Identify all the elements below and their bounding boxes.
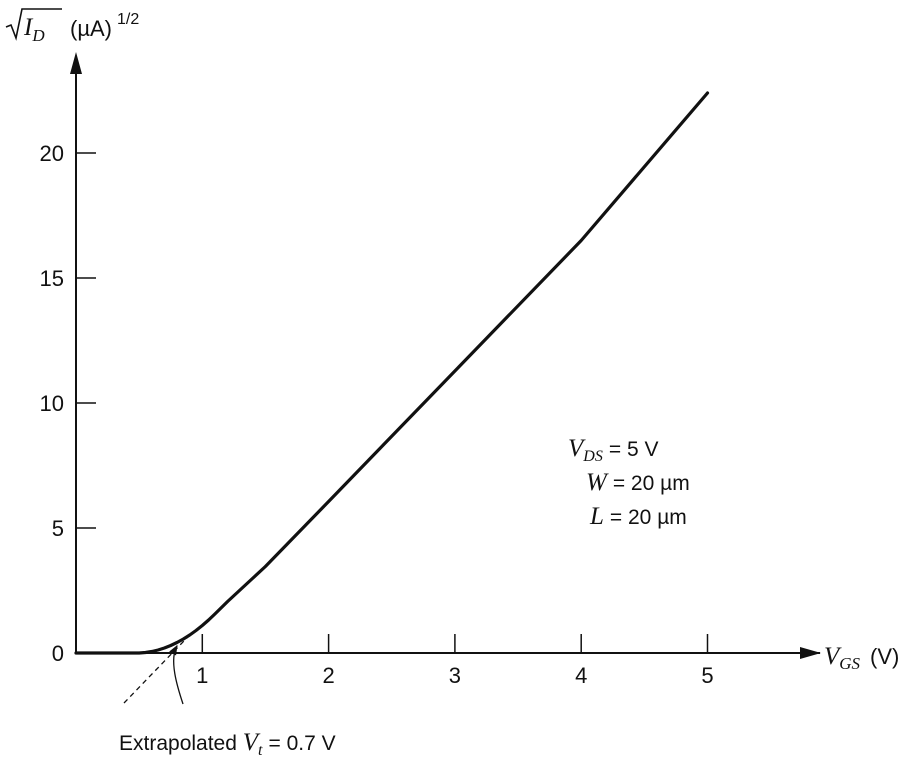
param-l-symbol: L <box>589 503 604 530</box>
vt-value: = 0.7 V <box>269 732 336 755</box>
param-vds-symbol: V <box>568 435 586 462</box>
y-ticks: 0 5 10 15 20 <box>40 141 96 666</box>
y-axis-arrow <box>70 52 82 74</box>
x-ticks: 1 2 3 4 5 <box>196 634 714 688</box>
ylabel-exponent: 1/2 <box>117 11 139 28</box>
y-tick-label: 10 <box>40 391 64 416</box>
vt-symbol: V <box>243 729 261 756</box>
x-axis-label: VGS (V) <box>824 643 899 673</box>
param-vds-sub: DS <box>582 448 603 465</box>
extrapolation-line <box>123 634 191 704</box>
y-tick-label: 15 <box>40 266 64 291</box>
param-w-symbol: W <box>586 469 609 496</box>
svg-text:ID: ID <box>23 14 45 45</box>
device-params: VDS = 5 V W = 20 µm L = 20 µm <box>568 435 690 530</box>
svg-text:VGS: VGS <box>824 643 861 673</box>
ylabel-unit: (µA) <box>70 16 112 41</box>
xlabel-sub: GS <box>839 654 860 673</box>
y-tick-label: 5 <box>52 516 64 541</box>
ylabel-radicand: I <box>23 14 34 41</box>
param-l-value: = 20 µm <box>610 506 687 529</box>
x-axis-arrow <box>800 647 821 659</box>
sqrt-radical-icon <box>5 8 62 41</box>
vt-pointer-arrow <box>169 644 184 705</box>
x-tick-label: 4 <box>575 663 587 688</box>
extrapolated-text: Extrapolated <box>119 732 237 755</box>
param-w-value: = 20 µm <box>613 472 690 495</box>
ylabel-radicand-sub: D <box>31 26 45 45</box>
y-tick-label: 20 <box>40 141 64 166</box>
svg-text:W= 20 µm: W = 20 µm <box>586 469 690 496</box>
sqrt-id-curve <box>74 91 710 655</box>
svg-text:L= 20 µm: L = 20 µm <box>589 503 687 530</box>
xlabel-unit: (V) <box>870 644 899 669</box>
svg-text:VDS= 5 V: VDS = 5 V <box>568 435 658 465</box>
x-tick-label: 5 <box>701 663 713 688</box>
x-tick-label: 2 <box>322 663 334 688</box>
param-vds-value: = 5 V <box>609 438 659 461</box>
y-tick-label: 0 <box>52 641 64 666</box>
x-tick-label: 3 <box>449 663 461 688</box>
vt-sub: t <box>258 742 263 759</box>
svg-text:Extrapolated Vt= 0.7 V: Extrapolated Vt = 0.7 V <box>119 729 336 759</box>
y-axis-label: ID (µA) 1/2 <box>5 8 139 45</box>
extrapolated-vt-annotation: Extrapolated Vt = 0.7 V <box>119 729 336 759</box>
xlabel-symbol: V <box>824 643 842 670</box>
x-tick-label: 1 <box>196 663 208 688</box>
